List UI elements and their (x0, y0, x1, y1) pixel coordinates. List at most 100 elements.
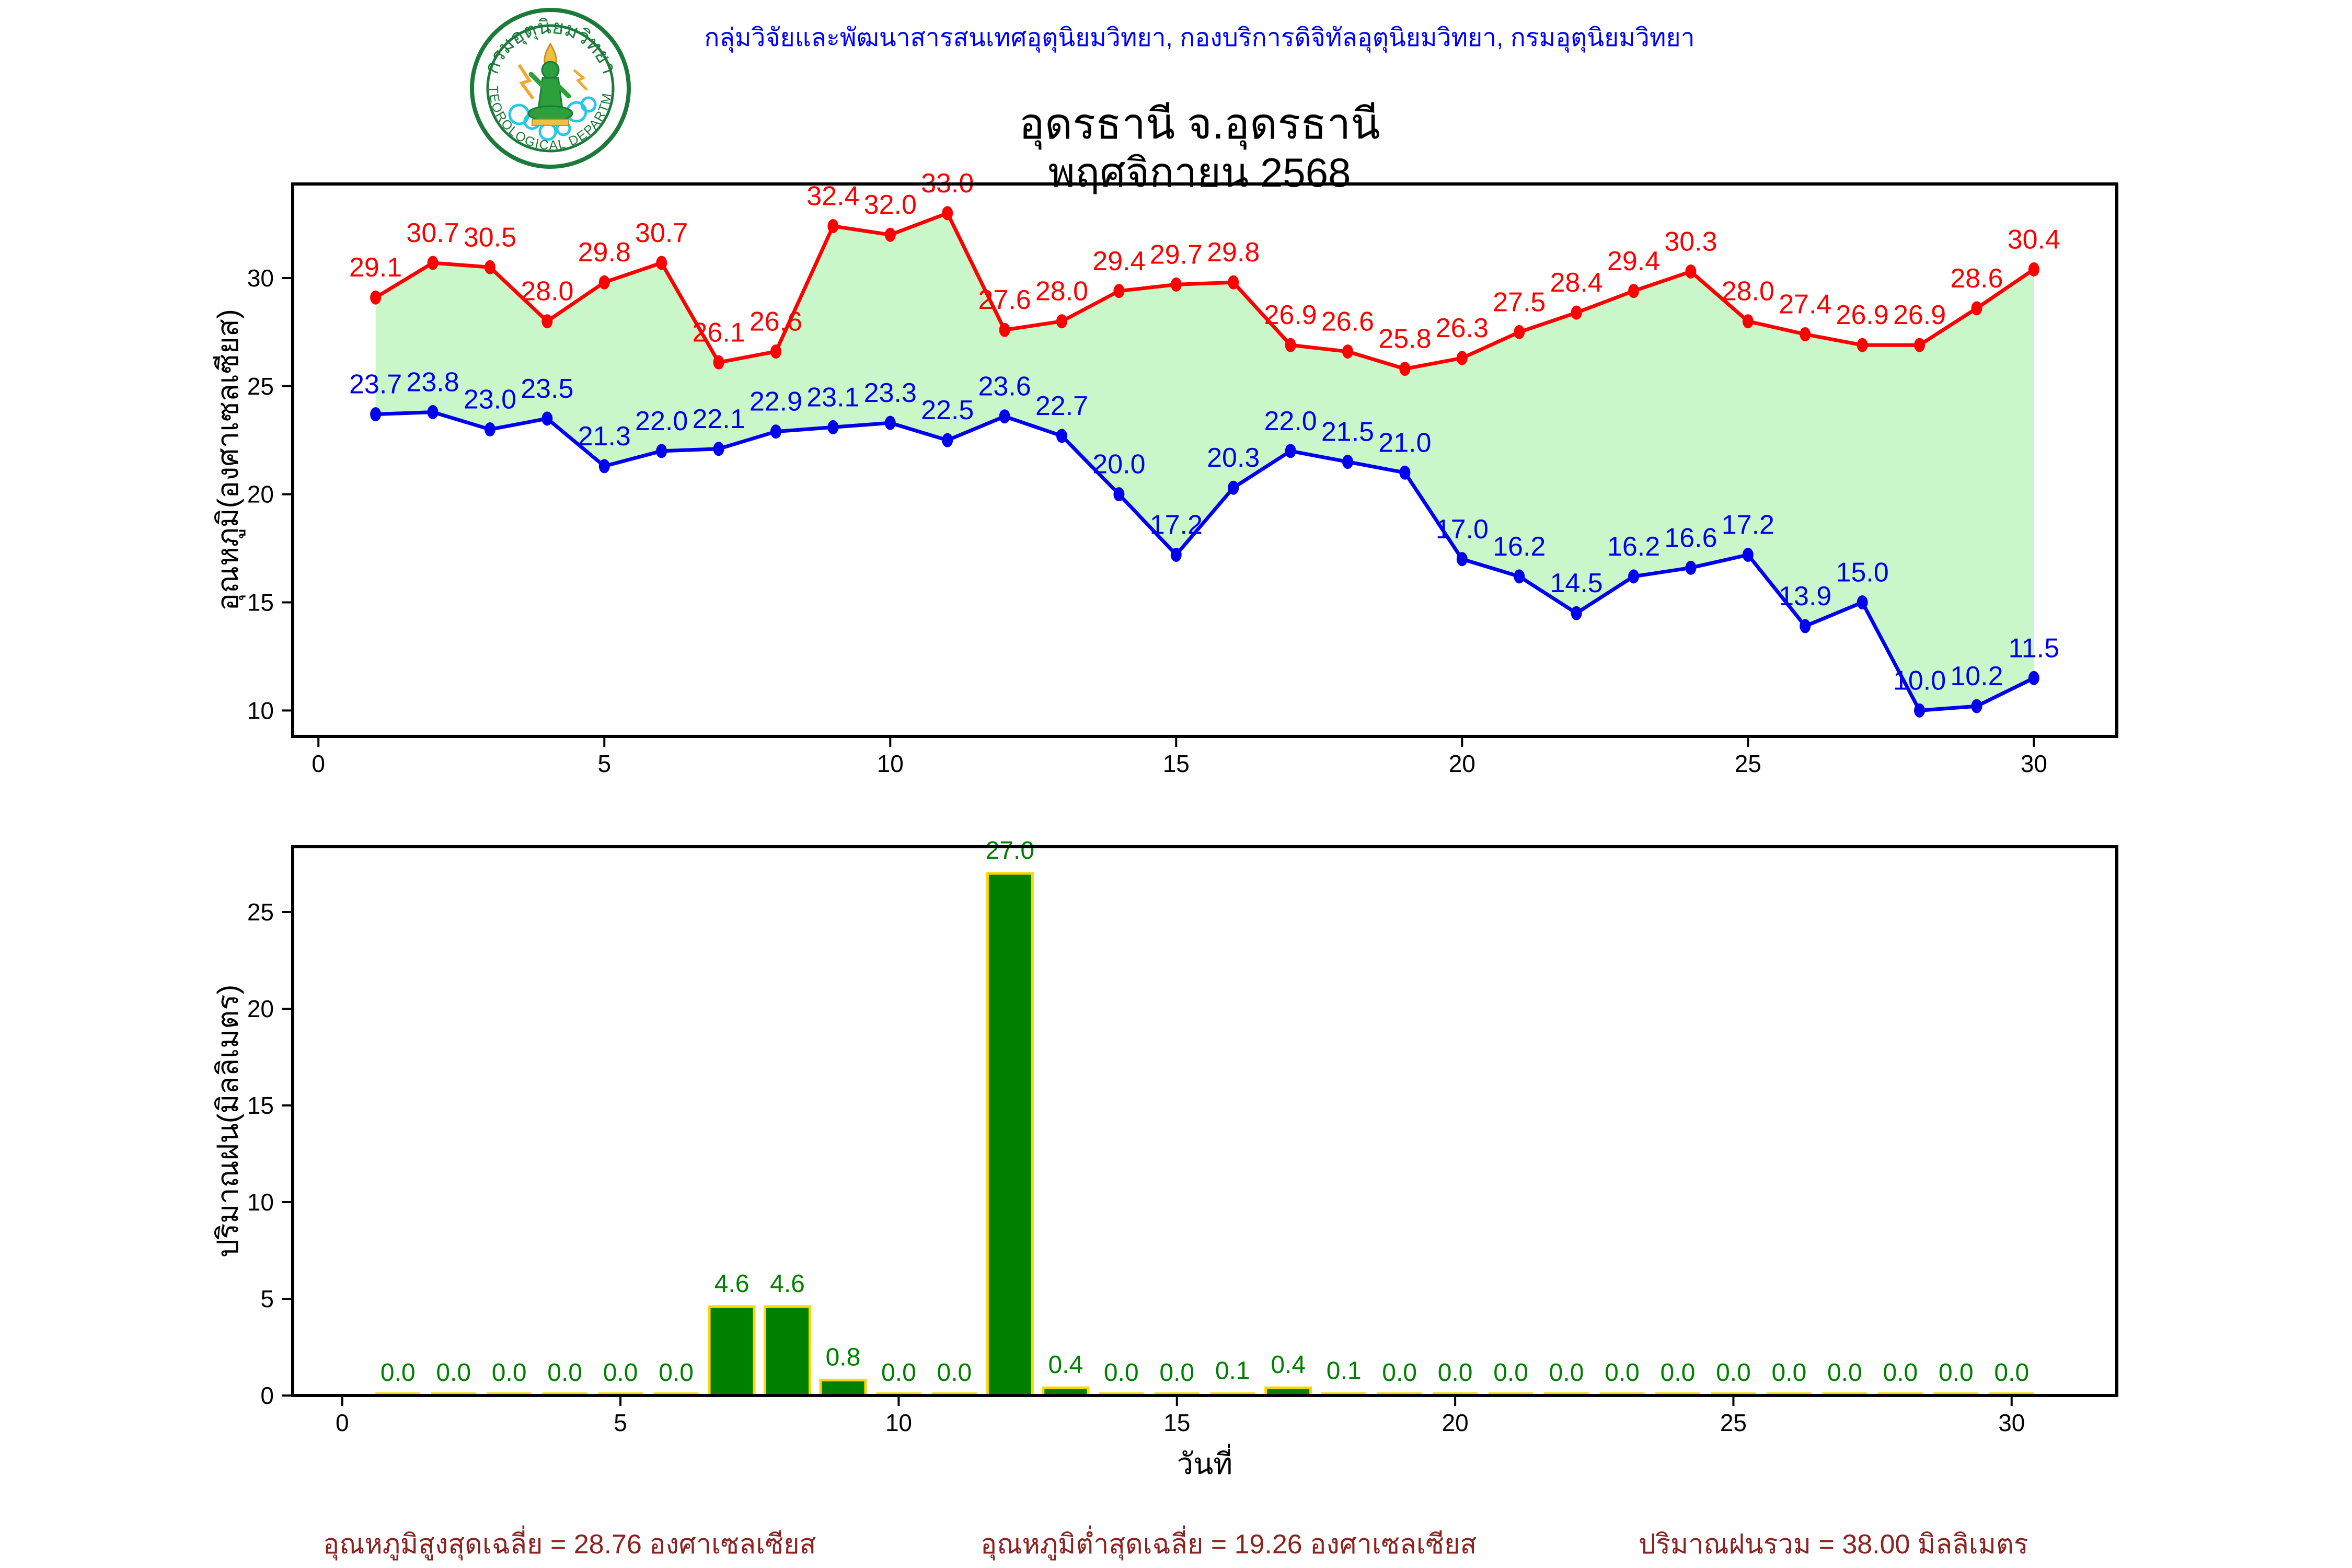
temperature-value-labels: 29.130.7 30.528.029.830.726.1 26.632.4 32.0… (349, 168, 2060, 696)
min-temperature-point (1857, 595, 1868, 610)
rain-value-label: 0.0 (881, 1359, 916, 1387)
rain-value-label: 0.0 (1159, 1359, 1194, 1387)
min-temperature-point (1285, 444, 1296, 458)
min-temperature-value-label: 14.5 (1550, 568, 1603, 598)
max-temperature-value-label: 30.3 (1664, 227, 1717, 257)
max-temperature-point (656, 256, 667, 270)
max-temperature-point (1685, 264, 1697, 279)
page-title: อุดรธานี จ.อุดรธานี (1019, 100, 1380, 148)
min-temperature-value-label: 17.0 (1436, 514, 1489, 545)
min-temperature-point (1056, 429, 1067, 443)
max-temperature-value-label: 32.4 (806, 181, 859, 212)
min-temperature-value-label: 10.2 (1950, 661, 2003, 691)
max-temperature-value-label: 28.4 (1550, 268, 1603, 298)
max-temperature-point (1056, 314, 1067, 329)
rain-value-label: 0.1 (1327, 1357, 1362, 1385)
max-temperature-point (1571, 305, 1582, 320)
rain-value-label: 0.0 (1382, 1359, 1417, 1387)
min-temperature-point (1514, 569, 1525, 584)
min-temperature-value-label: 22.1 (692, 404, 745, 434)
max-temperature-value-label: 27.6 (978, 285, 1031, 315)
min-temperature-value-label: 11.5 (2009, 633, 2059, 663)
min-temperature-value-label: 23.7 (349, 370, 402, 400)
rain-value-label: 0.0 (1994, 1359, 2029, 1387)
x-tick-label: 10 (877, 750, 904, 777)
y-tick-label: 0 (260, 1382, 274, 1409)
max-temperature-point (1857, 338, 1868, 352)
min-temperature-value-label: 16.2 (1493, 532, 1546, 562)
min-temperature-point (656, 444, 667, 458)
logo-bird-icon (573, 69, 588, 91)
min-temperature-point (1228, 480, 1239, 495)
max-temperature-point (1914, 338, 1926, 352)
y-tick-label: 20 (247, 995, 274, 1022)
y-tick-label: 15 (247, 589, 274, 616)
max-temperature-value-label: 25.8 (1378, 324, 1431, 354)
min-temperature-value-label: 20.3 (1207, 443, 1260, 473)
plot-border (291, 845, 2118, 1397)
min-temperature-value-label: 21.3 (578, 421, 631, 452)
min-temperature-point (2028, 671, 2039, 685)
summary-min-temp-avg: อุณหภูมิต่ำสุดเฉลี่ย = 19.26 องศาเซลเซีย… (981, 1529, 1477, 1560)
max-temperature-point (598, 275, 610, 290)
max-temperature-value-label: 29.8 (578, 237, 631, 268)
max-temperature-value-label: 29.7 (1150, 239, 1203, 270)
min-temperature-point (1800, 619, 1811, 633)
min-temperature-value-label: 21.5 (1321, 417, 1374, 447)
y-tick-label: 25 (247, 898, 274, 926)
max-temperature-value-label: 28.6 (1950, 263, 2003, 294)
y-tick-label: 10 (247, 697, 274, 724)
y-tick-label: 15 (247, 1092, 274, 1119)
min-temperature-point (598, 459, 610, 474)
min-temperature-point (1914, 703, 1926, 718)
x-tick-label: 20 (1442, 1409, 1469, 1436)
rain-axes: 0 5 10 15 20 25 30 0 5 10 15 20 25 (247, 845, 2118, 1436)
min-temperature-value-label: 15.0 (1836, 558, 1889, 588)
min-temperature-value-label: 23.3 (864, 378, 917, 408)
rain-value-label: 0.0 (1883, 1359, 1918, 1387)
min-temperature-value-label: 22.7 (1035, 391, 1088, 421)
max-temperature-point (1170, 277, 1182, 292)
max-temperature-point (1399, 362, 1411, 376)
rain-value-label: 0.8 (826, 1343, 861, 1371)
x-tick-label: 20 (1449, 750, 1475, 777)
rain-value-label: 0.0 (1493, 1359, 1528, 1387)
max-temperature-value-label: 26.9 (1893, 300, 1946, 330)
rain-value-labels: 0.0 0.0 0.0 0.0 0.0 0.0 4.6 4.6 0.8 0.0 0.0 27.0 0.4… (381, 837, 2029, 1387)
y-tick-label: 20 (247, 481, 274, 508)
tmd-logo: กรมอุตุนิยมวิทยา METEOROLOGICAL DEPARTME… (469, 7, 631, 169)
min-temperature-value-label: 22.0 (1264, 406, 1317, 436)
max-temperature-point (1514, 325, 1525, 339)
max-temperature-point (999, 322, 1010, 337)
max-temperature-point (2028, 262, 2039, 276)
min-temperature-value-label: 23.1 (806, 382, 859, 412)
rain-value-label: 0.0 (659, 1359, 694, 1387)
x-tick-label: 15 (1163, 750, 1190, 777)
min-temperature-point (770, 424, 781, 439)
min-temperature-point (1399, 465, 1411, 480)
min-temperature-point (999, 409, 1010, 424)
rain-value-label: 0.0 (937, 1359, 972, 1387)
rain-bar (819, 1378, 867, 1397)
rain-value-label: 0.0 (1939, 1359, 1974, 1387)
max-temperature-value-label: 29.8 (1207, 237, 1260, 268)
max-temperature-point (1800, 327, 1811, 342)
min-temperature-value-label: 13.9 (1779, 581, 1831, 612)
max-temperature-point (884, 227, 896, 242)
rain-value-label: 0.0 (1605, 1359, 1640, 1387)
min-temperature-value-label: 23.5 (521, 374, 573, 404)
x-axis-label: วันที่ (1177, 1444, 1233, 1480)
rain-y-axis-label: ปริมาณฝน(มิลลิเมตร) (211, 985, 244, 1258)
min-temperature-point (1170, 547, 1182, 562)
min-temperature-point (484, 422, 495, 437)
y-tick-label: 5 (260, 1285, 274, 1312)
logo-deity-icon (527, 42, 573, 126)
max-temperature-value-label: 26.9 (1836, 300, 1889, 330)
rain-value-label: 0.0 (1438, 1359, 1473, 1387)
rain-bars (375, 872, 2034, 1397)
min-temperature-value-label: 16.2 (1607, 532, 1660, 562)
max-temperature-value-label: 32.0 (864, 190, 917, 220)
max-temperature-point (713, 355, 724, 370)
temperature-axes: 0 5 10 15 20 25 30 10 15 20 25 30 (247, 182, 2118, 777)
x-tick-label: 5 (614, 1409, 627, 1436)
